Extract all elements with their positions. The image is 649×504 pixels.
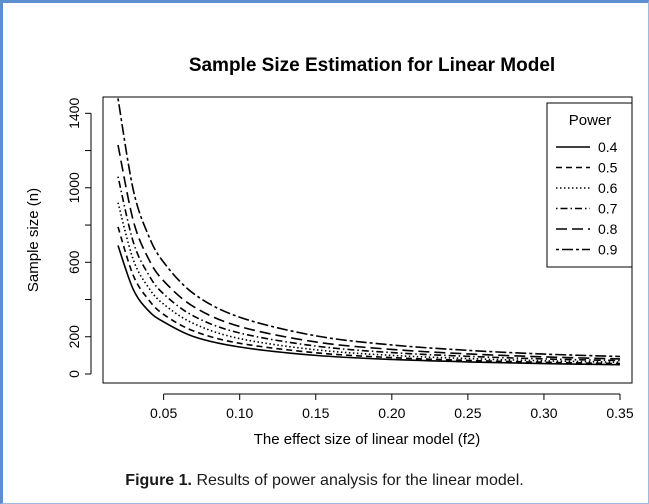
line-chart: Sample Size Estimation for Linear Model …	[25, 55, 634, 448]
x-tick-label: 0.05	[150, 405, 177, 421]
y-tick-label: 1000	[66, 172, 82, 203]
series-line-0-8	[117, 144, 621, 360]
y-axis-label: Sample size (n)	[25, 188, 42, 292]
chart-title: Sample Size Estimation for Linear Model	[189, 55, 555, 76]
legend-box	[546, 102, 633, 268]
x-tick-label: 0.25	[454, 405, 481, 421]
y-tick-label: 600	[66, 250, 82, 274]
series-line-0-4	[117, 245, 621, 366]
x-tick-label: 0.30	[530, 405, 557, 421]
series-layer	[117, 98, 621, 366]
caption-text: Results of power analysis for the linear…	[196, 472, 524, 489]
series-line-0-5	[117, 226, 621, 365]
legend-items: 0.4 0.5 0.6 0.7 0.8 0.9	[556, 139, 618, 258]
y-axis: 0 200 600 1000 1400	[66, 98, 92, 378]
figure-caption: Figure 1. Results of power analysis for …	[0, 472, 649, 490]
legend-label: 0.5	[598, 160, 618, 176]
series-line-0-7	[117, 176, 621, 362]
legend-label: 0.8	[598, 221, 618, 237]
legend-label: 0.7	[598, 201, 618, 217]
x-tick-label: 0.10	[226, 405, 253, 421]
x-tick-label: 0.15	[302, 405, 329, 421]
legend-label: 0.4	[598, 139, 618, 155]
x-axis: 0.05 0.10 0.15 0.20 0.25 0.30 0.35	[150, 393, 634, 421]
legend-label: 0.9	[598, 242, 618, 258]
legend-title: Power	[569, 112, 612, 129]
figure-label: Figure 1.	[125, 472, 192, 489]
legend: Power 0.4 0.5 0.6 0.7 0.8 0.9	[546, 102, 633, 268]
y-tick-label: 200	[66, 325, 82, 349]
series-line-0-6	[117, 202, 621, 364]
legend-label: 0.6	[598, 180, 618, 196]
x-tick-label: 0.35	[606, 405, 633, 421]
x-tick-label: 0.20	[378, 405, 405, 421]
x-axis-label: The effect size of linear model (f2)	[254, 431, 481, 448]
y-tick-label: 0	[66, 370, 82, 378]
y-tick-label: 1400	[66, 98, 82, 129]
series-line-0-9	[117, 98, 621, 358]
